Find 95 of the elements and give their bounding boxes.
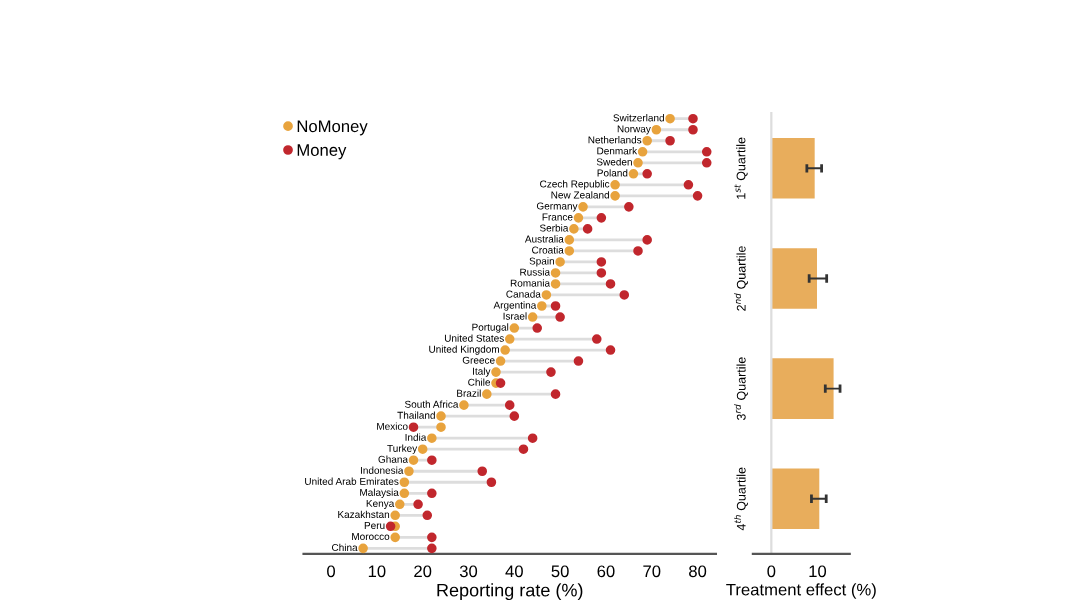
legend-label: NoMoney xyxy=(297,120,368,136)
point xyxy=(610,180,620,190)
point xyxy=(422,510,433,521)
point xyxy=(486,477,497,488)
point xyxy=(701,146,712,157)
point xyxy=(477,466,488,477)
point xyxy=(532,323,543,333)
point xyxy=(527,312,538,322)
x-tick-label: 50 xyxy=(551,565,569,578)
point xyxy=(688,124,698,135)
point xyxy=(518,444,529,454)
point xyxy=(683,180,694,190)
point xyxy=(427,455,437,466)
point xyxy=(541,290,552,300)
point xyxy=(591,334,602,344)
x-tick-label: 40 xyxy=(505,565,523,578)
point xyxy=(642,235,652,245)
point xyxy=(578,202,588,212)
point xyxy=(482,389,492,399)
point xyxy=(504,400,515,410)
point xyxy=(550,268,561,278)
point xyxy=(564,246,575,256)
point xyxy=(546,367,556,377)
point xyxy=(436,411,446,421)
x-tick-label: 60 xyxy=(597,565,615,578)
point xyxy=(527,433,538,443)
x-tick-label: 70 xyxy=(643,565,661,578)
x-tick-label: 80 xyxy=(689,565,707,578)
point xyxy=(550,389,561,399)
x-axis-title: Treatment effect (%) xyxy=(726,583,876,599)
bar xyxy=(771,248,817,309)
point xyxy=(537,301,547,311)
point xyxy=(399,477,410,488)
point xyxy=(427,543,437,554)
point xyxy=(550,279,561,289)
point xyxy=(564,235,575,245)
point xyxy=(642,169,652,179)
point xyxy=(555,257,565,267)
point xyxy=(624,202,634,212)
x-axis-title: Reporting rate (%) xyxy=(437,583,583,601)
point xyxy=(610,191,620,201)
point xyxy=(504,334,515,344)
point xyxy=(399,488,410,499)
point xyxy=(633,158,643,168)
bar xyxy=(771,468,820,530)
point xyxy=(573,213,584,223)
x-tick-label: 10 xyxy=(368,565,386,578)
point xyxy=(596,257,607,267)
point xyxy=(417,444,428,454)
point xyxy=(390,532,400,543)
point xyxy=(665,113,675,124)
point xyxy=(495,356,506,366)
point xyxy=(413,499,423,510)
bar xyxy=(771,138,815,199)
point xyxy=(500,345,510,355)
bar xyxy=(771,358,834,419)
point xyxy=(427,488,437,499)
x-tick-label: 10 xyxy=(809,565,827,578)
point xyxy=(427,433,437,443)
point xyxy=(605,345,616,355)
point xyxy=(688,113,698,124)
point xyxy=(605,279,616,289)
point xyxy=(573,356,584,366)
point xyxy=(491,367,501,377)
point xyxy=(701,158,712,168)
x-tick-label: 30 xyxy=(459,565,478,578)
point xyxy=(596,268,607,278)
point xyxy=(394,499,405,510)
point xyxy=(509,411,520,421)
point xyxy=(651,124,662,135)
legend-label: Money xyxy=(297,144,347,160)
x-tick-label: 20 xyxy=(414,565,432,578)
point xyxy=(436,422,446,432)
point xyxy=(633,246,643,256)
point xyxy=(619,290,630,300)
point xyxy=(555,312,565,322)
point xyxy=(358,543,368,554)
point xyxy=(408,422,419,432)
point xyxy=(390,510,400,521)
point xyxy=(550,301,561,311)
point xyxy=(665,135,675,146)
point xyxy=(637,146,648,157)
point xyxy=(569,224,579,234)
point xyxy=(408,455,419,466)
point xyxy=(628,169,639,179)
point xyxy=(509,323,520,333)
point xyxy=(404,466,414,477)
point xyxy=(427,532,437,543)
point xyxy=(642,135,652,146)
point xyxy=(596,213,607,223)
point xyxy=(692,191,703,201)
x-tick-label: 0 xyxy=(327,565,336,578)
point xyxy=(582,224,593,234)
x-tick-label: 0 xyxy=(767,565,776,578)
point xyxy=(459,400,469,410)
